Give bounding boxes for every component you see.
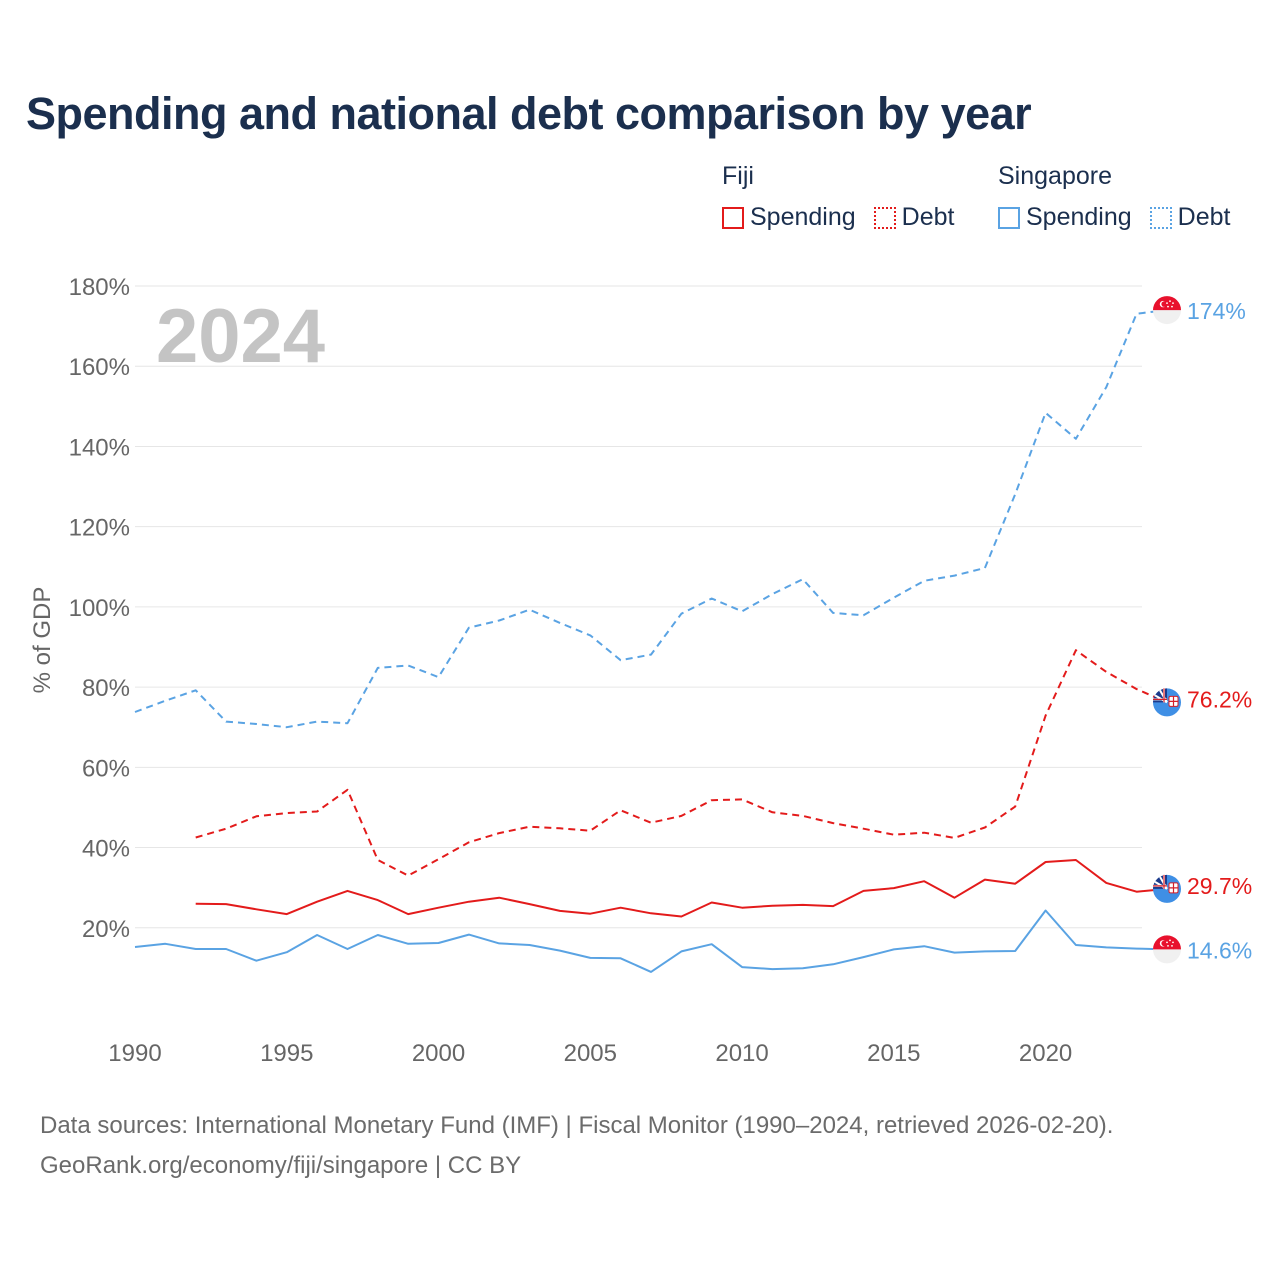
legend-item-fiji-debt[interactable]: Debt: [873, 203, 955, 232]
x-tick-label: 1990: [108, 1040, 161, 1067]
y-tick-label: 100%: [69, 595, 130, 622]
legend-swatch-dotted: [873, 206, 896, 229]
legend-group-fiji: Fiji Spending Debt: [722, 162, 954, 232]
y-axis-label: % of GDP: [29, 587, 56, 694]
year-watermark: 2024: [156, 294, 325, 379]
end-value-label-singapore-spending: 14.6%: [1187, 937, 1252, 963]
end-value-label-fiji-spending: 29.7%: [1187, 873, 1252, 899]
y-tick-label: 60%: [82, 755, 130, 782]
legend-swatch-dotted: [1149, 206, 1172, 229]
x-tick-label: 2000: [412, 1040, 465, 1067]
y-tick-label: 20%: [82, 916, 130, 943]
x-tick-label: 2010: [715, 1040, 768, 1067]
legend-label: Spending: [750, 203, 856, 231]
legend-item-singapore-spending[interactable]: Spending: [998, 203, 1132, 232]
legend-group-singapore: Singapore Spending Debt: [998, 162, 1230, 232]
series-line-singapore-spending[interactable]: [134, 909, 1168, 973]
series-line-singapore-debt[interactable]: [134, 309, 1168, 729]
fiji-flag-icon: [1153, 874, 1181, 903]
y-tick-label: 40%: [82, 836, 130, 863]
series-line-fiji-debt[interactable]: [195, 649, 1168, 877]
legend-swatch-solid: [998, 206, 1020, 229]
x-tick-label: 2015: [867, 1040, 920, 1067]
x-tick-label: 1995: [260, 1040, 313, 1067]
singapore-flag-icon: [1153, 935, 1181, 964]
line-chart: 20% 40% 60% 80% 100% 120% 140% 160% 180% 2024 % …: [29, 274, 1252, 1067]
y-tick-label: 180%: [69, 274, 130, 301]
legend-label: Spending: [1026, 203, 1132, 231]
x-tick-label: 2005: [564, 1040, 617, 1067]
legend-item-fiji-spending[interactable]: Spending: [722, 203, 856, 232]
end-value-label-singapore-debt: 174%: [1187, 298, 1246, 324]
chart-title: Spending and national debt comparison by…: [26, 88, 1032, 139]
legend-label: Debt: [1177, 203, 1231, 231]
series-line-fiji-spending[interactable]: [195, 859, 1168, 918]
y-tick-label: 80%: [82, 675, 130, 702]
y-tick-label: 140%: [69, 434, 130, 461]
legend-group-title: Singapore: [998, 162, 1112, 190]
footer-credit: GeoRank.org/economy/fiji/singapore | CC …: [40, 1152, 522, 1179]
x-tick-label: 2020: [1019, 1040, 1072, 1067]
fiji-flag-icon: [1153, 688, 1181, 717]
footer: Data sources: International Monetary Fun…: [40, 1106, 1113, 1186]
singapore-flag-icon: [1153, 296, 1181, 325]
footer-source: Data sources: International Monetary Fun…: [40, 1112, 1114, 1139]
legend-swatch-solid: [722, 206, 744, 229]
legend-group-title: Fiji: [722, 162, 754, 190]
y-tick-label: 160%: [69, 354, 130, 381]
y-tick-label: 120%: [69, 515, 130, 542]
legend-item-singapore-debt[interactable]: Debt: [1149, 203, 1231, 232]
end-value-label-fiji-debt: 76.2%: [1187, 686, 1252, 712]
legend-label: Debt: [901, 203, 955, 231]
